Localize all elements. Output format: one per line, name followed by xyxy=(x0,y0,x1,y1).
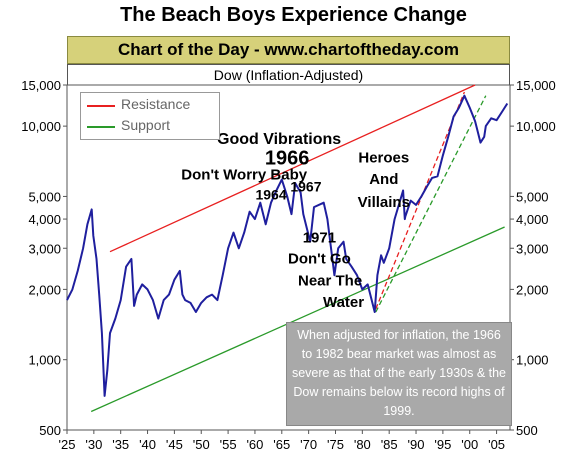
x-tick-label: '05 xyxy=(488,437,505,452)
y-tick-label-right: 1,000 xyxy=(516,353,549,368)
plot-title: Dow (Inflation-Adjusted) xyxy=(67,64,510,85)
series-layer xyxy=(66,84,509,413)
support-dashed-line xyxy=(375,95,487,313)
y-tick-label-left: 2,000 xyxy=(28,282,61,297)
legend-swatch-support xyxy=(87,126,115,128)
x-tick-label: '00 xyxy=(461,437,478,452)
chart-annotation: And xyxy=(369,171,398,188)
chart-annotation: Water xyxy=(323,294,364,311)
annotation-note-box: When adjusted for inflation, the 1966 to… xyxy=(286,322,512,426)
x-tick-label: '90 xyxy=(408,437,425,452)
x-tick-label: '40 xyxy=(139,437,156,452)
y-tick-label-left: 500 xyxy=(39,423,61,438)
y-tick-label-right: 3,000 xyxy=(516,241,549,256)
resistance-line xyxy=(109,84,476,253)
x-tick-label: '70 xyxy=(300,437,317,452)
x-tick-label: '25 xyxy=(59,437,76,452)
chart-annotation: 1964 xyxy=(255,187,286,203)
chart-annotation: Villains xyxy=(358,194,410,211)
x-tick-label: '30 xyxy=(85,437,102,452)
legend-swatch-resistance xyxy=(87,105,115,107)
y-tick-label-right: 5,000 xyxy=(516,189,549,204)
y-axis-left: 500 1,000 2,000 3,000 4,000 5,000 10,000 15,000 xyxy=(21,78,67,438)
legend-item-resistance: Resistance xyxy=(87,95,215,115)
legend-label-support: Support xyxy=(121,117,171,133)
y-tick-label-left: 10,000 xyxy=(21,119,61,134)
legend: Resistance Support xyxy=(80,92,220,140)
x-tick-label: '75 xyxy=(327,437,344,452)
y-tick-label-right: 2,000 xyxy=(516,282,549,297)
x-tick-label: '80 xyxy=(354,437,371,452)
x-tick-label: '45 xyxy=(166,437,183,452)
source-banner: Chart of the Day - www.chartoftheday.com xyxy=(67,36,510,64)
chart-annotation: 1967 xyxy=(290,178,321,194)
support-line xyxy=(90,226,505,413)
legend-label-resistance: Resistance xyxy=(121,96,191,112)
y-axis-right: 500 1,000 2,000 3,000 4,000 5,000 10,000 15,000 xyxy=(510,78,556,438)
x-tick-label: '35 xyxy=(112,437,129,452)
chart-main-title: The Beach Boys Experience Change xyxy=(120,4,467,26)
y-tick-label-right: 4,000 xyxy=(516,212,549,227)
chart-annotation: Don't Worry Baby xyxy=(181,167,307,184)
chart-annotation: Don't Go xyxy=(288,251,351,268)
x-tick-label: '85 xyxy=(381,437,398,452)
legend-item-support: Support xyxy=(87,116,215,136)
y-tick-label-left: 4,000 xyxy=(28,212,61,227)
y-tick-label-right: 500 xyxy=(516,423,538,438)
chart-annotation: Good Vibrations xyxy=(217,131,341,148)
y-tick-label-right: 10,000 xyxy=(516,119,556,134)
chart-annotation: 1966 xyxy=(265,148,310,170)
y-tick-label-right: 15,000 xyxy=(516,78,556,93)
chart-annotation: Near The xyxy=(298,272,362,289)
chart-annotation: Heroes xyxy=(358,149,409,166)
y-tick-label-left: 15,000 xyxy=(21,78,61,93)
x-tick-label: '60 xyxy=(246,437,263,452)
x-tick-label: '50 xyxy=(193,437,210,452)
x-tick-label: '95 xyxy=(434,437,451,452)
y-tick-label-left: 3,000 xyxy=(28,241,61,256)
y-tick-label-left: 5,000 xyxy=(28,189,61,204)
y-tick-label-left: 1,000 xyxy=(28,353,61,368)
x-tick-label: '65 xyxy=(273,437,290,452)
x-tick-label: '55 xyxy=(220,437,237,452)
chart-annotation: 1971 xyxy=(303,230,336,247)
x-axis: '25 '30 '35 '40 '45 '50 '55 '60 '65 '70 '75 '80 '85 '… xyxy=(59,430,505,452)
dow-series-line xyxy=(66,94,509,397)
